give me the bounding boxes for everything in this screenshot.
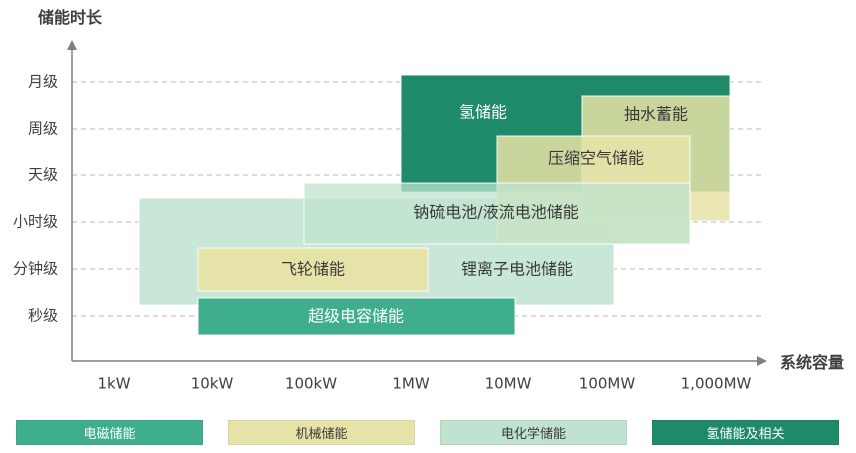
- bar-label: 飞轮储能: [281, 260, 345, 279]
- x-tick-label: 100MW: [579, 375, 636, 393]
- legend-item: 电化学储能: [440, 420, 627, 445]
- bar-label: 超级电容储能: [308, 307, 404, 326]
- y-tick-label: 周级: [28, 120, 58, 138]
- y-tick-label: 秒级: [28, 307, 58, 325]
- x-tick-label: 1,000MW: [681, 375, 752, 393]
- bar-label: 锂离子电池储能: [461, 260, 573, 279]
- bar-label: 压缩空气储能: [548, 149, 644, 168]
- x-axis-arrow-icon: [757, 356, 767, 366]
- bar-label: 抽水蓄能: [624, 105, 688, 124]
- y-tick-label: 天级: [28, 166, 58, 184]
- legend: 电磁储能 机械储能 电化学储能 氢储能及相关: [0, 420, 856, 448]
- range-bar: [197, 297, 516, 336]
- y-tick-label: 月级: [28, 73, 58, 91]
- y-tick-label: 分钟级: [13, 260, 58, 278]
- y-axis-arrow-icon: [67, 40, 77, 50]
- legend-item: 电磁储能: [16, 420, 203, 445]
- axes: 秒级 分钟级 小时级 天级 周级 月级 1kW 10kW 100kW 1MW 10MW 100MW 1,…: [13, 40, 767, 393]
- x-axis-title: 系统容量: [780, 353, 844, 372]
- range-bar: [303, 182, 691, 245]
- legend-item: 氢储能及相关: [652, 420, 839, 445]
- x-tick-label: 1MW: [392, 375, 429, 393]
- y-tick-label: 小时级: [13, 213, 58, 231]
- bar-label: 钠硫电池/液流电池储能: [413, 203, 578, 222]
- x-tick-label: 10MW: [485, 375, 532, 393]
- range-bar: [197, 247, 429, 292]
- legend-item: 机械储能: [228, 420, 415, 445]
- y-axis-title: 储能时长: [37, 8, 103, 27]
- x-tick-label: 100kW: [285, 375, 337, 393]
- x-tick-label: 10kW: [191, 375, 234, 393]
- x-tick-label: 1kW: [97, 375, 130, 393]
- bar-label: 氢储能: [459, 103, 507, 122]
